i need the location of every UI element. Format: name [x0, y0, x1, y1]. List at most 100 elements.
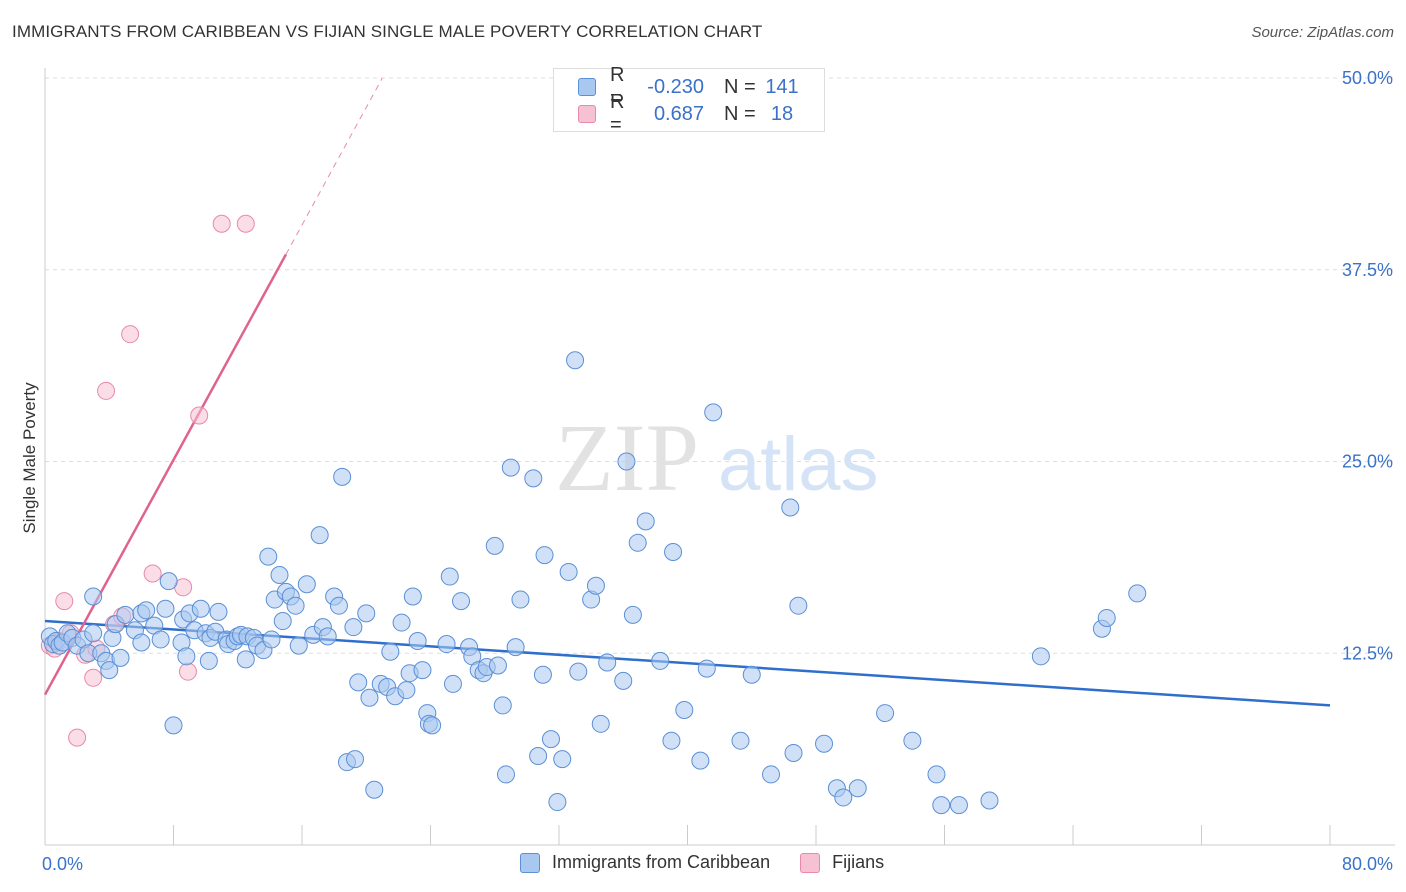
caribbean-point [440, 567, 459, 586]
caribbean-point [273, 612, 292, 631]
fijians-point [236, 214, 255, 233]
legend-r-label: R = [610, 91, 625, 136]
caribbean-point [731, 731, 750, 750]
caribbean-point [443, 674, 462, 693]
caribbean-point [501, 458, 520, 477]
caribbean-point [591, 714, 610, 733]
caribbean-point [381, 642, 400, 661]
series-label-caribbean: Immigrants from Caribbean [552, 852, 771, 872]
caribbean-point [488, 656, 507, 675]
caribbean-points [40, 351, 1147, 815]
caribbean-point [675, 701, 694, 720]
caribbean-point [408, 631, 427, 650]
caribbean-point [357, 604, 376, 623]
caribbean-point [664, 543, 683, 562]
caribbean-point [318, 627, 337, 646]
y-tick-labels: 12.5% 25.0% 37.5% 50.0% [1342, 68, 1393, 663]
fijians-point [121, 325, 140, 344]
fijians-point [178, 662, 197, 681]
legend-r-value: -0.230 [647, 75, 704, 98]
caribbean-point [270, 566, 289, 585]
caribbean-point [784, 743, 803, 762]
caribbean-point [333, 467, 352, 486]
caribbean-point [413, 661, 432, 680]
caribbean-point [533, 665, 552, 684]
caribbean-point [511, 590, 530, 609]
caribbean-point [159, 572, 178, 591]
caribbean-point [209, 602, 228, 621]
y-tick-label: 50.0% [1342, 68, 1393, 88]
caribbean-point [164, 716, 183, 735]
caribbean-point [403, 587, 422, 606]
caribbean-point [980, 791, 999, 810]
caribbean-point [177, 647, 196, 666]
legend-n-label: N = [724, 102, 756, 125]
caribbean-point [310, 526, 329, 545]
caribbean-point [651, 651, 670, 670]
watermark: ZIP atlas [555, 404, 879, 511]
caribbean-point [423, 716, 442, 735]
source-label: Source: ZipAtlas.com [1251, 24, 1394, 41]
caribbean-point [286, 596, 305, 615]
series-label-fijians: Fijians [832, 852, 885, 872]
fijians-trend-line [43, 253, 288, 696]
legend-swatch-fijians [578, 105, 596, 123]
caribbean-point [289, 636, 308, 655]
caribbean-point [496, 765, 515, 784]
series-swatch-caribbean [520, 852, 540, 873]
caribbean-point [199, 651, 218, 670]
legend-row-caribbean: R = -0.230 N = 141 [578, 64, 806, 109]
caribbean-point [742, 665, 761, 684]
legend-n-label: N = [724, 75, 756, 98]
x-tick-label: 80.0% [1342, 854, 1393, 874]
caribbean-point [485, 536, 504, 555]
caribbean-point [789, 596, 808, 615]
legend-n-value: 141 [765, 75, 799, 98]
caribbean-point [191, 599, 210, 618]
axes [44, 68, 1395, 846]
x-tick-labels: 0.0% 80.0% [42, 854, 1393, 874]
caribbean-point [691, 751, 710, 770]
caribbean-point [704, 403, 723, 422]
legend-r-value: 0.687 [653, 102, 704, 125]
y-tick-label: 12.5% [1342, 643, 1393, 663]
caribbean-point [927, 765, 946, 784]
caribbean-point [553, 750, 572, 769]
caribbean-point [815, 734, 834, 753]
caribbean-point [636, 512, 655, 531]
caribbean-point [623, 605, 642, 624]
fijians-point [68, 728, 87, 747]
caribbean-point [493, 696, 512, 715]
caribbean-point [137, 601, 156, 620]
fijians-point [143, 564, 162, 583]
correlation-legend: R = -0.230 N = 141 R = 0.687 N = 18 [553, 64, 825, 136]
trend-lines [43, 77, 1331, 707]
caribbean-point [559, 562, 578, 581]
caribbean-point [156, 599, 175, 618]
series-legend: Immigrants from Caribbean Fijians [520, 852, 914, 873]
fijians-trend-extension [285, 77, 383, 255]
caribbean-point [346, 750, 365, 769]
caribbean-point [392, 613, 411, 632]
caribbean-point [762, 765, 781, 784]
caribbean-point [365, 780, 384, 799]
caribbean-point [697, 659, 716, 678]
legend-row-fijians: R = 0.687 N = 18 [578, 91, 806, 136]
series-legend-caribbean: Immigrants from Caribbean [520, 852, 770, 873]
caribbean-point [397, 681, 416, 700]
y-axis-label: Single Male Poverty [20, 382, 39, 534]
caribbean-point [628, 533, 647, 552]
x-tick-label: 0.0% [42, 854, 83, 874]
caribbean-point [1097, 608, 1116, 627]
caribbean-point [949, 796, 968, 815]
caribbean-point [617, 452, 636, 471]
watermark-atlas: atlas [718, 422, 879, 507]
caribbean-point [100, 661, 119, 680]
caribbean-point [84, 587, 103, 606]
legend-n-value: 18 [770, 102, 794, 125]
caribbean-point [132, 633, 151, 652]
fijians-points [40, 214, 255, 747]
caribbean-point [1128, 584, 1147, 603]
caribbean-point [84, 624, 103, 643]
